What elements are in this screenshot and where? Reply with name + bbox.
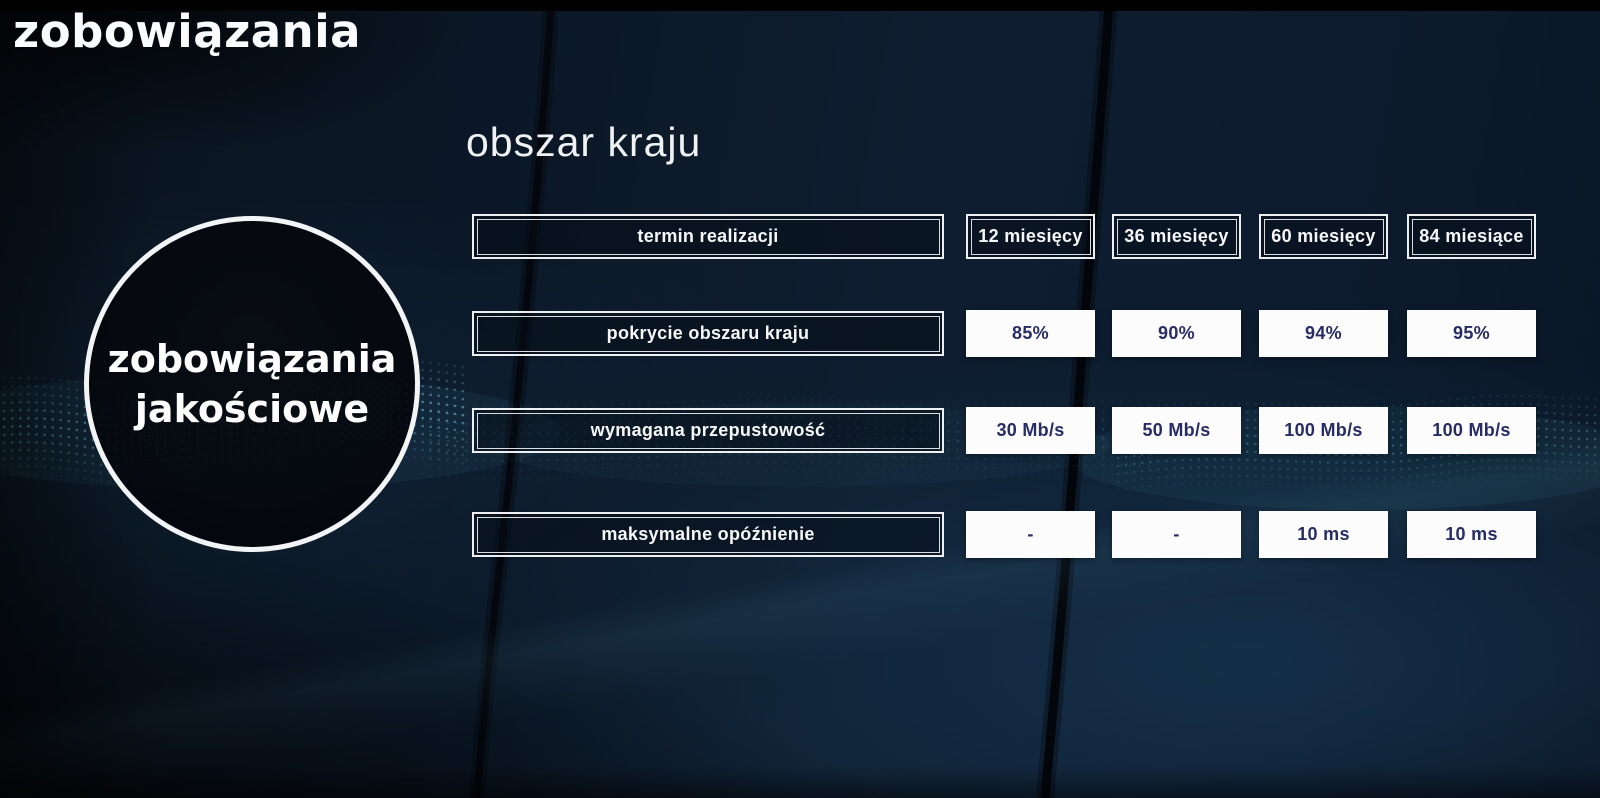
badge-line1: zobowiązania (107, 336, 397, 381)
column-header-label: 84 miesiące (1419, 226, 1524, 246)
header-label: termin realizacji (637, 226, 779, 246)
value-cell: 10 ms (1259, 511, 1388, 558)
top-black-bar (0, 0, 1600, 11)
section-heading: obszar kraju (466, 119, 702, 165)
value-cell: 100 Mb/s (1259, 407, 1388, 454)
value-cell: - (966, 511, 1095, 558)
value-cell: 94% (1259, 310, 1388, 357)
column-header-84m: 84 miesiące (1407, 214, 1536, 259)
row-label-box: wymagana przepustowość (472, 408, 944, 453)
value-cell: 95% (1407, 310, 1536, 357)
column-header-label: 60 miesięcy (1271, 226, 1376, 246)
value-cell: 50 Mb/s (1112, 407, 1241, 454)
badge-circle: zobowiązania jakościowe (84, 216, 420, 552)
row-label-box: pokrycie obszaru kraju (472, 311, 944, 356)
column-header-label: 36 miesięcy (1124, 226, 1229, 246)
badge-line2: jakościowe (134, 387, 370, 431)
column-header-12m: 12 miesięcy (966, 214, 1095, 259)
page-title: zobowiązania (13, 5, 361, 58)
value-cell: 85% (966, 310, 1095, 357)
row-label: pokrycie obszaru kraju (606, 323, 810, 343)
header-label-box: termin realizacji (472, 214, 944, 259)
column-header-label: 12 miesięcy (978, 226, 1083, 246)
value-cell: 30 Mb/s (966, 407, 1095, 454)
row-label: maksymalne opóźnienie (601, 524, 815, 544)
value-cell: 90% (1112, 310, 1241, 357)
value-cell: 10 ms (1407, 511, 1536, 558)
row-label: wymagana przepustowość (590, 420, 826, 440)
value-cell: 100 Mb/s (1407, 407, 1536, 454)
column-header-60m: 60 miesięcy (1259, 214, 1388, 259)
column-header-36m: 36 miesięcy (1112, 214, 1241, 259)
row-label-box: maksymalne opóźnienie (472, 512, 944, 557)
value-cell: - (1112, 511, 1241, 558)
